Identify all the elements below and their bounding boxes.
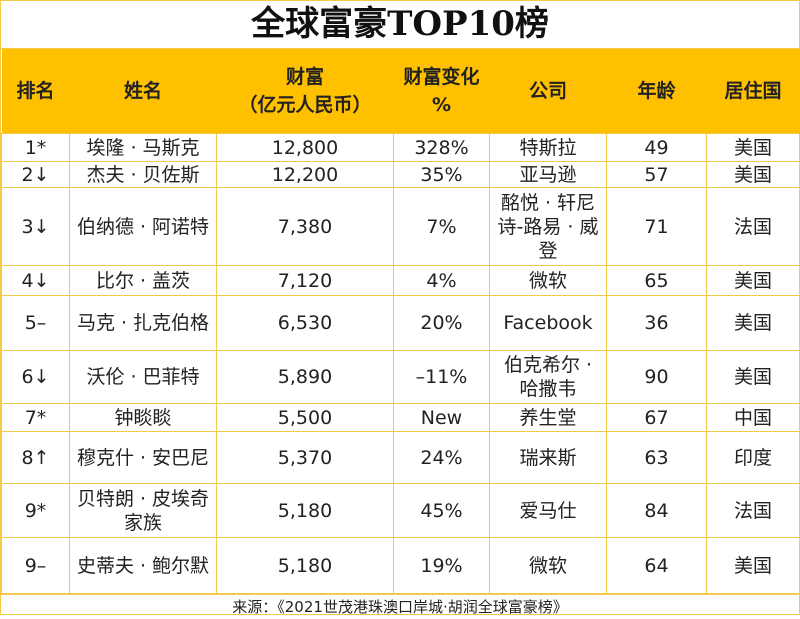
cell-company: 养生堂 xyxy=(489,403,607,432)
cell-rank: 2↓ xyxy=(1,161,70,188)
cell-rank: 8↑ xyxy=(1,431,70,484)
cell-rank: 9* xyxy=(1,483,70,538)
cell-name: 杰夫 · 贝佐斯 xyxy=(69,161,217,188)
cell-wealth-change: –11% xyxy=(393,350,490,404)
cell-age: 67 xyxy=(606,403,707,432)
column-header-rank: 排名 xyxy=(1,49,70,134)
source-note: 来源：《2021世茂港珠澳口岸城·胡润全球富豪榜》 xyxy=(1,594,799,619)
column-header-company: 公司 xyxy=(489,49,607,134)
cell-wealth: 12,200 xyxy=(216,161,394,188)
table-row: 4↓ 比尔 · 盖茨 7,120 4% 微软 65 美国 xyxy=(1,265,800,296)
cell-wealth: 6,530 xyxy=(216,295,394,351)
cell-company: 伯克希尔 · 哈撒韦 xyxy=(489,350,607,404)
table-row: 3↓ 伯纳德 · 阿诺特 7,380 7% 酩悦 · 轩尼诗-路易 · 威登 71 法国 xyxy=(1,187,800,266)
cell-age: 63 xyxy=(606,431,707,484)
cell-rank: 3↓ xyxy=(1,187,70,266)
cell-wealth: 7,120 xyxy=(216,265,394,296)
cell-wealth: 7,380 xyxy=(216,187,394,266)
cell-company: 爱马仕 xyxy=(489,483,607,538)
cell-name: 钟睒睒 xyxy=(69,403,217,432)
cell-wealth-change: 7% xyxy=(393,187,490,266)
cell-wealth-change: 4% xyxy=(393,265,490,296)
cell-company: 亚马逊 xyxy=(489,161,607,188)
cell-age: 49 xyxy=(606,133,707,162)
cell-company: 微软 xyxy=(489,537,607,594)
table-row: 1* 埃隆 · 马斯克 12,800 328% 特斯拉 49 美国 xyxy=(1,133,800,162)
cell-country: 中国 xyxy=(706,403,800,432)
cell-name: 穆克什 · 安巴尼 xyxy=(69,431,217,484)
rich-list-table: 排名 姓名 财富 （亿元人民币） 财富变化 % 公司 年龄 居住国 1* 埃隆 · 马斯克 12… xyxy=(1,49,800,594)
cell-country: 美国 xyxy=(706,537,800,594)
cell-wealth-change: 328% xyxy=(393,133,490,162)
cell-wealth: 12,800 xyxy=(216,133,394,162)
cell-country: 美国 xyxy=(706,295,800,351)
column-header-wealth-change: 财富变化 % xyxy=(393,49,490,134)
column-header-wealth: 财富 （亿元人民币） xyxy=(216,49,394,134)
cell-company: 特斯拉 xyxy=(489,133,607,162)
cell-name: 比尔 · 盖茨 xyxy=(69,265,217,296)
cell-country: 印度 xyxy=(706,431,800,484)
cell-wealth: 5,180 xyxy=(216,537,394,594)
table-row: 9– 史蒂夫 · 鲍尔默 5,180 19% 微软 64 美国 xyxy=(1,537,800,594)
cell-age: 71 xyxy=(606,187,707,266)
table-row: 9* 贝特朗 · 皮埃奇家族 5,180 45% 爱马仕 84 法国 xyxy=(1,483,800,538)
cell-age: 36 xyxy=(606,295,707,351)
cell-country: 美国 xyxy=(706,350,800,404)
cell-rank: 6↓ xyxy=(1,350,70,404)
cell-rank: 4↓ xyxy=(1,265,70,296)
cell-age: 84 xyxy=(606,483,707,538)
cell-country: 美国 xyxy=(706,265,800,296)
cell-wealth: 5,370 xyxy=(216,431,394,484)
cell-wealth-change: 35% xyxy=(393,161,490,188)
cell-company: 微软 xyxy=(489,265,607,296)
column-header-name: 姓名 xyxy=(69,49,217,134)
cell-wealth: 5,180 xyxy=(216,483,394,538)
cell-company: 瑞来斯 xyxy=(489,431,607,484)
cell-name: 马克 · 扎克伯格 xyxy=(69,295,217,351)
cell-wealth-change: 24% xyxy=(393,431,490,484)
cell-company: 酩悦 · 轩尼诗-路易 · 威登 xyxy=(489,187,607,266)
cell-country: 法国 xyxy=(706,483,800,538)
cell-name: 沃伦 · 巴菲特 xyxy=(69,350,217,404)
cell-wealth-change: 19% xyxy=(393,537,490,594)
table-row: 5– 马克 · 扎克伯格 6,530 20% Facebook 36 美国 xyxy=(1,295,800,351)
cell-age: 65 xyxy=(606,265,707,296)
cell-rank: 1* xyxy=(1,133,70,162)
cell-name: 埃隆 · 马斯克 xyxy=(69,133,217,162)
cell-name: 伯纳德 · 阿诺特 xyxy=(69,187,217,266)
cell-country: 美国 xyxy=(706,133,800,162)
cell-rank: 5– xyxy=(1,295,70,351)
cell-wealth: 5,890 xyxy=(216,350,394,404)
cell-wealth-change: 20% xyxy=(393,295,490,351)
column-header-country: 居住国 xyxy=(706,49,800,134)
table-header-row: 排名 姓名 财富 （亿元人民币） 财富变化 % 公司 年龄 居住国 xyxy=(1,49,800,134)
cell-name: 贝特朗 · 皮埃奇家族 xyxy=(69,483,217,538)
cell-wealth: 5,500 xyxy=(216,403,394,432)
column-header-age: 年龄 xyxy=(606,49,707,134)
cell-rank: 9– xyxy=(1,537,70,594)
cell-age: 57 xyxy=(606,161,707,188)
cell-wealth-change: New xyxy=(393,403,490,432)
page-title: 全球富豪TOP10榜 xyxy=(1,1,799,49)
cell-name: 史蒂夫 · 鲍尔默 xyxy=(69,537,217,594)
cell-rank: 7* xyxy=(1,403,70,432)
table-row: 8↑ 穆克什 · 安巴尼 5,370 24% 瑞来斯 63 印度 xyxy=(1,431,800,484)
cell-age: 90 xyxy=(606,350,707,404)
cell-wealth-change: 45% xyxy=(393,483,490,538)
table-row: 7* 钟睒睒 5,500 New 养生堂 67 中国 xyxy=(1,403,800,432)
table-row: 6↓ 沃伦 · 巴菲特 5,890 –11% 伯克希尔 · 哈撒韦 90 美国 xyxy=(1,350,800,404)
cell-country: 法国 xyxy=(706,187,800,266)
cell-company: Facebook xyxy=(489,295,607,351)
cell-country: 美国 xyxy=(706,161,800,188)
table-row: 2↓ 杰夫 · 贝佐斯 12,200 35% 亚马逊 57 美国 xyxy=(1,161,800,188)
cell-age: 64 xyxy=(606,537,707,594)
